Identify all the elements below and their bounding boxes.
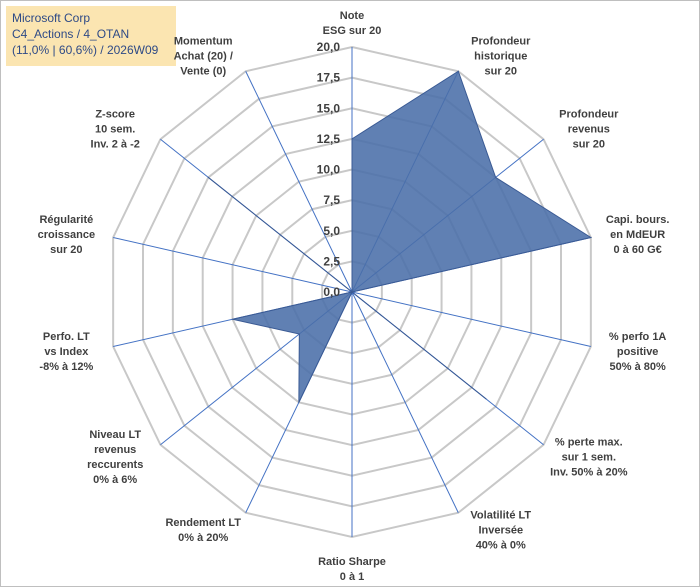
radar-axis-labels: Note ESG sur 20 Profondeur historique sur 20… bbox=[38, 10, 670, 583]
axis-label: Profondeur revenus sur 20 bbox=[559, 109, 619, 151]
axis-label: Volatilité LT Inversée 40% à 0% bbox=[470, 509, 531, 551]
axis-label: Ratio Sharpe 0 à 1 bbox=[318, 556, 386, 583]
info-box: Microsoft Corp C4_Actions / 4_OTAN (11,0… bbox=[6, 6, 176, 66]
data-point bbox=[298, 333, 300, 335]
axis-label: Niveau LT revenus reccurents 0% à 6% bbox=[87, 429, 143, 486]
radar-spoke bbox=[351, 291, 591, 348]
radar-tick-labels: 0,0 2,5 5,0 7,5 10,0 12,5 15,0 17,5 20,0 bbox=[317, 40, 341, 299]
data-point bbox=[351, 291, 353, 293]
axis-label: % perfo 1A positive 50% à 80% bbox=[609, 331, 667, 373]
axis-label: % perte max. sur 1 sem. Inv. 50% à 20% bbox=[550, 436, 628, 478]
radar-series bbox=[207, 70, 593, 403]
axis-label: Rendement LT 0% à 20% bbox=[165, 517, 241, 544]
portfolio-category: C4_Actions / 4_OTAN bbox=[12, 27, 130, 41]
data-point bbox=[485, 398, 487, 400]
axis-label: Note ESG sur 20 bbox=[323, 10, 382, 37]
radar-spoke bbox=[113, 236, 353, 293]
data-point bbox=[457, 70, 459, 72]
data-point bbox=[590, 236, 592, 238]
tick-label: 17,5 bbox=[317, 71, 341, 85]
axis-label: Perfo. LT vs Index -8% à 12% bbox=[39, 331, 93, 373]
radar-spoke bbox=[351, 291, 459, 513]
company-name: Microsoft Corp bbox=[12, 11, 91, 25]
tick-label: 5,0 bbox=[323, 224, 340, 238]
axis-label: Momentum Achat (20) / Vente (0) bbox=[174, 36, 233, 78]
score-week: (11,0% | 60,6%) / 2026W09 bbox=[12, 43, 159, 57]
data-point bbox=[232, 318, 234, 320]
data-point bbox=[351, 138, 353, 140]
radar-spoke bbox=[245, 71, 353, 293]
axis-label: Z-score 10 sem. Inv. 2 à -2 bbox=[91, 109, 140, 151]
tick-label: 15,0 bbox=[317, 101, 341, 115]
data-area bbox=[208, 70, 593, 403]
tick-label: 0,0 bbox=[323, 285, 340, 299]
tick-label: 12,5 bbox=[317, 132, 341, 146]
data-point bbox=[298, 401, 300, 403]
axis-label: Profondeur historique sur 20 bbox=[471, 36, 531, 78]
axis-label: Capi. bours. en MdEUR 0 à 60 G€ bbox=[606, 214, 670, 256]
tick-label: 2,5 bbox=[323, 254, 340, 268]
axis-label: Régularité croissance sur 20 bbox=[38, 214, 95, 256]
data-point bbox=[207, 176, 209, 178]
tick-label: 7,5 bbox=[323, 193, 340, 207]
data-point bbox=[495, 176, 497, 178]
tick-label: 10,0 bbox=[317, 163, 341, 177]
tick-label: 20,0 bbox=[317, 40, 341, 54]
